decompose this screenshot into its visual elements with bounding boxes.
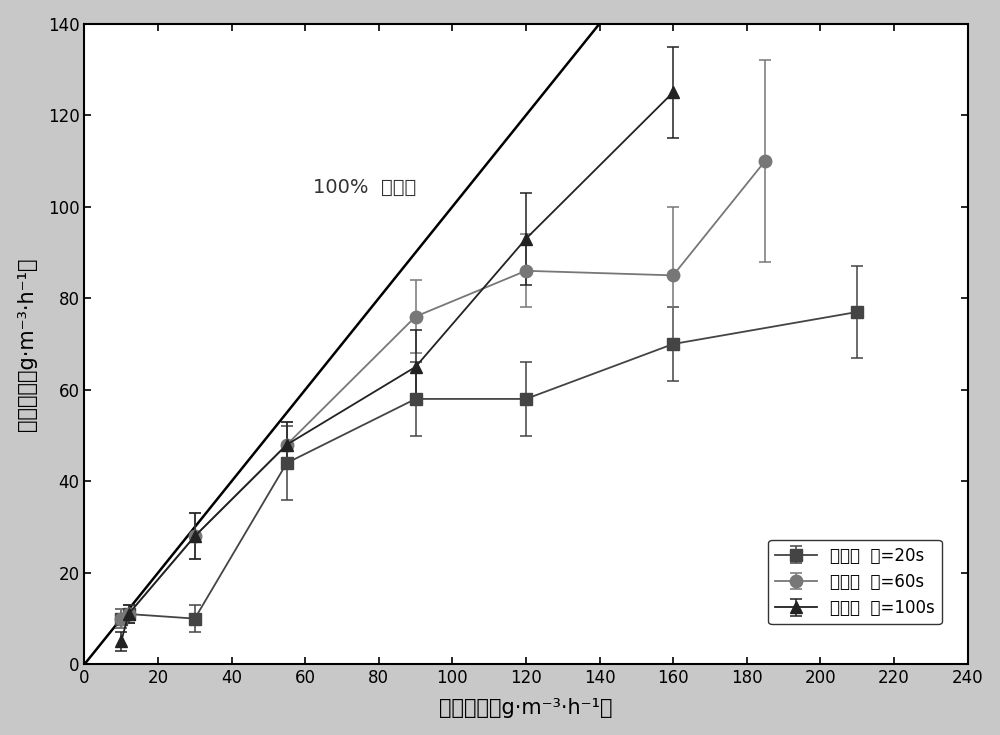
X-axis label: 进气负荷（g·m⁻³·h⁻¹）: 进气负荷（g·m⁻³·h⁻¹） (439, 698, 613, 718)
Legend: 停留时  间=20s, 停留时  间=60s, 停留时  间=100s: 停留时 间=20s, 停留时 间=60s, 停留时 间=100s (768, 540, 942, 624)
Text: 100%  去除线: 100% 去除线 (313, 178, 416, 197)
Y-axis label: 去除负荷（g·m⁻³·h⁻¹）: 去除负荷（g·m⁻³·h⁻¹） (17, 257, 37, 431)
